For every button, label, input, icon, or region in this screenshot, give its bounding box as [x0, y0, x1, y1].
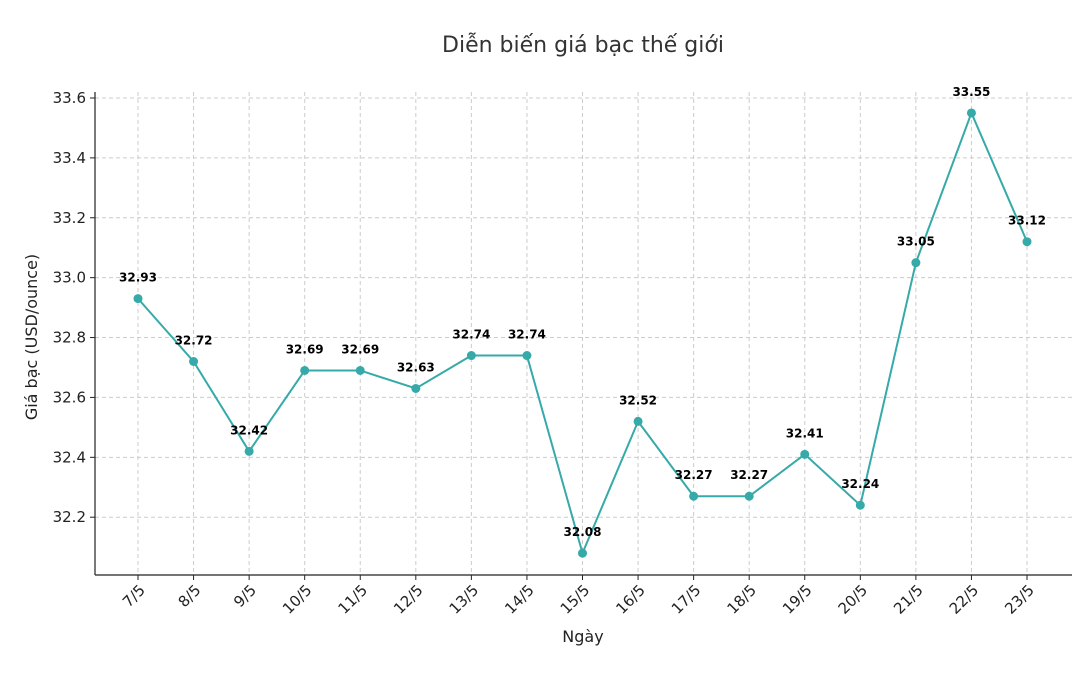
- data-point: [1022, 237, 1032, 247]
- grid-lines: [95, 92, 1072, 575]
- data-label: 33.05: [897, 235, 935, 249]
- data-point: [633, 416, 643, 426]
- data-point: [578, 548, 587, 558]
- y-tick-label: 33.4: [53, 149, 86, 167]
- data-label: 32.72: [175, 333, 213, 347]
- y-axis-label: Giá bạc (USD/ounce): [22, 254, 41, 420]
- data-point: [411, 383, 421, 393]
- y-tick-label: 32.6: [53, 388, 86, 406]
- x-tick-label: 13/5: [446, 581, 483, 618]
- data-label: 32.52: [619, 393, 657, 407]
- data-label: 32.08: [564, 525, 602, 539]
- x-tick-label: 7/5: [119, 581, 149, 611]
- data-label: 32.63: [397, 360, 435, 374]
- x-tick-label: 15/5: [557, 581, 594, 618]
- data-label: 32.69: [286, 342, 324, 356]
- x-tick-label: 8/5: [175, 581, 205, 611]
- x-tick-label: 10/5: [279, 581, 316, 618]
- y-tick-label: 33.6: [53, 89, 86, 107]
- data-point: [911, 258, 921, 268]
- data-point: [300, 365, 310, 375]
- data-point: [800, 449, 810, 459]
- data-label: 32.27: [675, 468, 713, 482]
- series: [133, 108, 1032, 558]
- data-labels: 32.93 32.72 32.42 32.69 32.69 32.63 32.74 32.74…: [119, 85, 1046, 539]
- data-label: 32.27: [730, 468, 768, 482]
- data-label: 32.41: [786, 426, 824, 440]
- x-tick-label: 18/5: [723, 581, 760, 618]
- data-point: [244, 446, 254, 456]
- x-tick-label: 20/5: [835, 581, 872, 618]
- x-axis-label: Ngày: [562, 627, 603, 646]
- data-point: [189, 356, 199, 366]
- data-point: [744, 491, 754, 501]
- axes: [94, 92, 1072, 576]
- x-tick-label: 12/5: [390, 581, 427, 618]
- x-tick-label: 19/5: [779, 581, 816, 618]
- data-label: 32.42: [230, 423, 268, 437]
- data-label: 32.74: [508, 328, 546, 342]
- data-point: [466, 351, 476, 361]
- y-tick-label: 32.4: [53, 448, 86, 466]
- x-tick-label: 17/5: [668, 581, 705, 618]
- data-label: 32.69: [341, 342, 379, 356]
- y-tick-label: 33.0: [53, 269, 86, 287]
- x-tick-label: 14/5: [501, 581, 538, 618]
- x-tick-label: 11/5: [335, 581, 372, 618]
- data-point: [855, 500, 865, 510]
- chart-title: Diễn biến giá bạc thế giới: [442, 32, 724, 58]
- data-point: [966, 108, 976, 118]
- data-label: 33.12: [1008, 214, 1046, 228]
- y-tick-label: 32.2: [53, 508, 86, 526]
- data-point: [355, 365, 365, 375]
- x-tick-label: 16/5: [612, 581, 649, 618]
- data-point: [689, 491, 699, 501]
- y-tick-label: 33.2: [53, 209, 86, 227]
- data-label: 33.55: [952, 85, 990, 99]
- x-tick-label: 23/5: [1001, 581, 1038, 618]
- y-axis-ticks: 32.2 32.4 32.6 32.8 33.0 33.2 33.4 33.6: [53, 89, 95, 526]
- x-tick-label: 21/5: [890, 581, 927, 618]
- data-point: [522, 351, 532, 361]
- y-tick-label: 32.8: [53, 329, 86, 347]
- data-label: 32.24: [841, 477, 879, 491]
- data-point: [133, 294, 143, 304]
- data-label: 32.93: [119, 271, 157, 285]
- data-label: 32.74: [452, 328, 490, 342]
- x-axis-ticks: 7/5 8/5 9/5 10/5 11/5 12/5 13/5 14/5 15/5 16/5 17/…: [119, 575, 1038, 618]
- x-tick-label: 9/5: [230, 581, 260, 611]
- x-tick-label: 22/5: [946, 581, 983, 618]
